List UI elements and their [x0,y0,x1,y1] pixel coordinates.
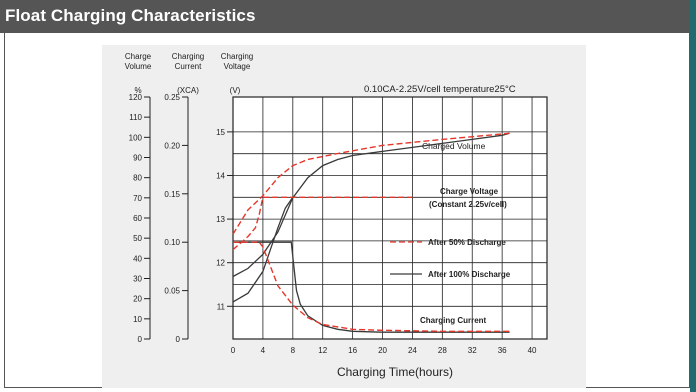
y-axis-title2-current: Current [175,62,202,71]
y-tick-label-voltage: 14 [216,171,225,180]
y-axis-unit-current: (XCA) [177,86,199,95]
x-tick-label: 32 [468,346,477,355]
annotation-charge-voltage-sub: (Constant 2.25v/cell) [429,200,507,209]
y-axis-title-volume: Charge [125,52,152,61]
y-tick-label-volume: 100 [129,133,143,142]
y-tick-label-current: 0.25 [164,93,180,102]
y-axis-unit-voltage: (V) [230,86,241,95]
y-tick-label-current: 0 [176,335,181,344]
y-tick-label-voltage: 15 [216,128,225,137]
chart-svg: 0 4 8 12 16 20 24 28 32 36 40 Charging Time(hours) 0… [125,52,548,379]
x-tick-label: 36 [498,346,507,355]
y-tick-label-current: 0.20 [164,141,180,150]
annotation-charged-volume: Charged Volume [422,141,486,151]
y-tick-label-volume: 40 [133,254,142,263]
x-tick-label: 24 [408,346,417,355]
y-axis-title-voltage: Charging [221,52,253,61]
y-tick-label-voltage: 11 [217,302,226,311]
legend-label-50pct: After 50% Discharge [428,238,506,247]
section-header: Float Charging Characteristics [0,0,690,33]
series-line-50pct-charging-voltage [232,196,413,251]
accent-strip [690,0,696,392]
x-tick-label: 28 [438,346,447,355]
series-line-50pct-charging-current [233,241,510,332]
y-tick-label-volume: 60 [133,214,142,223]
annotation-charge-voltage: Charge Voltage [440,187,499,196]
x-tick-label: 0 [231,346,236,355]
section-title: Float Charging Characteristics [5,6,256,25]
y-tick-label-volume: 30 [133,275,142,284]
x-axis-label: Charging Time(hours) [337,365,453,379]
y-tick-label-volume: 110 [129,113,142,122]
y-axis-title2-voltage: Voltage [224,62,251,71]
y-axis-title2-volume: Volume [125,62,152,71]
condition-label: 0.10CA-2.25V/cell temperature25°C [364,84,516,95]
y-tick-label-volume: 120 [129,93,143,102]
y-tick-label-volume: 50 [133,234,142,243]
plot-grid [232,96,548,340]
y-tick-label-volume: 70 [133,194,142,203]
y-tick-label-volume: 90 [133,154,142,163]
chart-image: 0 4 8 12 16 20 24 28 32 36 40 Charging Time(hours) 0… [102,45,586,388]
legend-label-100pct: After 100% Discharge [428,270,511,279]
y-axis-unit-volume: % [134,86,141,95]
annotation-charging-current: Charging Current [420,316,487,325]
series-line-100pct-charging-voltage [232,196,297,303]
series-line-100pct-charging-current [233,241,510,333]
y-tick-label-current: 0.05 [164,287,180,296]
series-group [232,132,510,333]
series-line-50pct-charged-volume [232,132,510,235]
x-tick-label: 4 [261,346,266,355]
labels-group: 0.10CA-2.25V/cell temperature25°C Charged… [364,84,516,325]
y-tick-label-voltage: 12 [216,259,225,268]
y-tick-label-volume: 0 [138,335,143,344]
plot-background [232,96,548,340]
y-tick-label-volume: 10 [133,315,142,324]
y-tick-label-current: 0.15 [164,190,180,199]
y-axis-title-current: Charging [172,52,204,61]
y-tick-label-volume: 20 [133,295,142,304]
y-tick-label-voltage: 13 [216,215,225,224]
x-tick-label: 20 [378,346,387,355]
axes-group: 0 4 8 12 16 20 24 28 32 36 40 Charging Time(hours) 0… [125,52,537,379]
series-line-100pct-charged-volume [232,132,510,278]
y-tick-label-current: 0.10 [164,238,180,247]
x-tick-label: 8 [291,346,296,355]
x-tick-label: 16 [348,346,357,355]
x-tick-label: 40 [528,346,537,355]
x-tick-label: 12 [318,346,327,355]
y-tick-label-volume: 80 [133,174,142,183]
